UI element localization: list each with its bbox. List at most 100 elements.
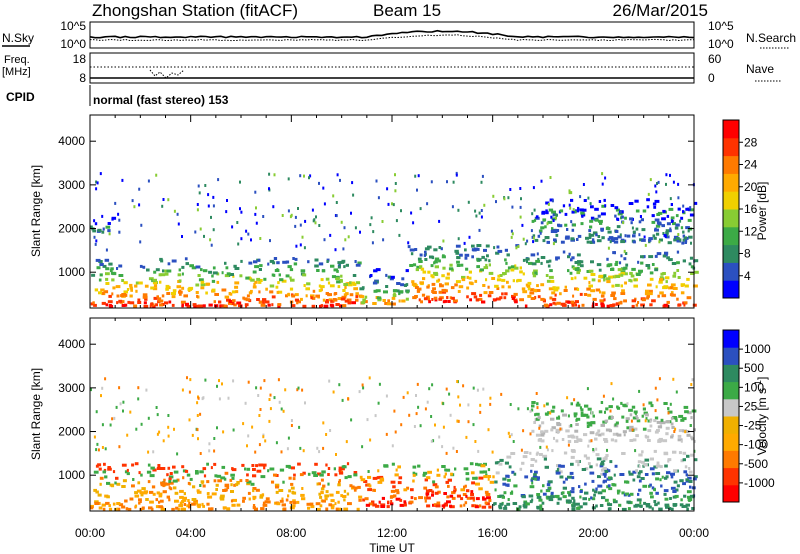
echo-cell <box>533 218 537 222</box>
echo-cell <box>647 283 652 287</box>
echo-cell <box>297 386 300 390</box>
echo-cell <box>246 480 252 484</box>
echo-cell <box>666 256 670 260</box>
velocity-ylabel: Slant Range [km] <box>29 368 43 460</box>
echo-cell <box>320 278 324 282</box>
echo-cell <box>225 210 228 214</box>
echo-cell <box>231 503 236 507</box>
echo-cell <box>670 285 674 289</box>
echo-cell <box>98 291 102 295</box>
echo-cell <box>693 458 698 462</box>
echo-cell <box>537 257 540 261</box>
echo-cell <box>138 498 142 502</box>
echo-cell <box>685 430 690 433</box>
colorbar-tick-label: 12 <box>744 224 758 238</box>
echo-cell <box>479 403 482 407</box>
echo-cell <box>491 277 496 280</box>
echo-cell <box>568 493 572 497</box>
echo-cell <box>519 298 524 302</box>
echo-cell <box>397 481 402 485</box>
echo-cell <box>281 503 286 507</box>
echo-cell <box>629 413 633 417</box>
echo-cell <box>580 408 584 412</box>
echo-cell <box>155 498 158 502</box>
echo-cell <box>602 466 607 470</box>
echo-cell <box>644 243 647 247</box>
echo-cell <box>325 300 329 304</box>
echo-cell <box>472 423 475 427</box>
echo-cell <box>307 260 310 264</box>
echo-cell <box>355 292 359 296</box>
echo-cell <box>635 469 638 473</box>
echo-cell <box>330 504 335 508</box>
echo-cell <box>118 274 124 277</box>
echo-cell <box>497 249 503 253</box>
echo-cell <box>576 238 579 241</box>
echo-cell <box>555 471 561 475</box>
echo-cell <box>471 504 477 508</box>
nsky-series-line <box>89 29 695 39</box>
echo-cell <box>540 261 543 265</box>
echo-cell <box>674 417 678 421</box>
echo-cell <box>346 462 350 466</box>
echo-cell <box>199 412 202 416</box>
echo-cell <box>691 507 695 510</box>
echo-cell <box>105 267 110 271</box>
echo-cell <box>587 293 592 297</box>
echo-cell <box>521 287 526 291</box>
echo-cell <box>285 274 290 278</box>
echo-cell <box>512 502 518 505</box>
echo-cell <box>672 274 677 278</box>
echo-cell <box>683 303 686 307</box>
echo-cell <box>658 240 661 244</box>
echo-cell <box>318 181 320 185</box>
echo-cell <box>195 471 199 475</box>
echo-cell <box>638 479 642 483</box>
echo-cell <box>160 481 165 485</box>
echo-cell <box>455 280 461 284</box>
echo-cell <box>508 435 511 439</box>
echo-cell <box>565 477 568 481</box>
echo-cell <box>680 459 684 463</box>
echo-cell <box>665 426 670 430</box>
echo-cell <box>179 501 183 505</box>
echo-cell <box>513 298 518 302</box>
echo-cell <box>232 274 235 278</box>
echo-cell <box>200 283 206 287</box>
echo-cell <box>466 295 469 299</box>
echo-cell <box>292 504 296 508</box>
echo-cell <box>494 480 498 484</box>
echo-cell <box>394 173 396 177</box>
echo-cell <box>576 271 581 275</box>
echo-cell <box>653 465 658 469</box>
echo-cell <box>299 223 302 227</box>
echo-cell <box>659 278 664 282</box>
echo-cell <box>481 255 485 259</box>
echo-cell <box>277 281 280 285</box>
echo-cell <box>465 494 468 498</box>
echo-cell <box>216 280 220 284</box>
echo-cell <box>677 182 680 186</box>
echo-cell <box>603 274 607 278</box>
echo-cell <box>320 487 325 491</box>
echo-cell <box>635 415 638 418</box>
echo-cell <box>152 492 156 496</box>
echo-cell <box>213 462 217 466</box>
echo-cell <box>662 286 667 290</box>
echo-cell <box>601 236 605 240</box>
echo-cell <box>623 299 627 303</box>
echo-cell <box>318 492 322 496</box>
echo-cell <box>625 419 629 423</box>
echo-cell <box>380 503 386 507</box>
echo-cell <box>212 266 216 270</box>
echo-cell <box>118 218 121 222</box>
echo-cell <box>95 410 98 414</box>
echo-cell <box>175 506 179 510</box>
echo-cell <box>609 240 612 244</box>
echo-cell <box>610 477 613 481</box>
echo-cell <box>509 188 512 191</box>
echo-cell <box>187 287 193 291</box>
echo-cell <box>417 405 420 409</box>
echo-cell <box>329 493 334 497</box>
